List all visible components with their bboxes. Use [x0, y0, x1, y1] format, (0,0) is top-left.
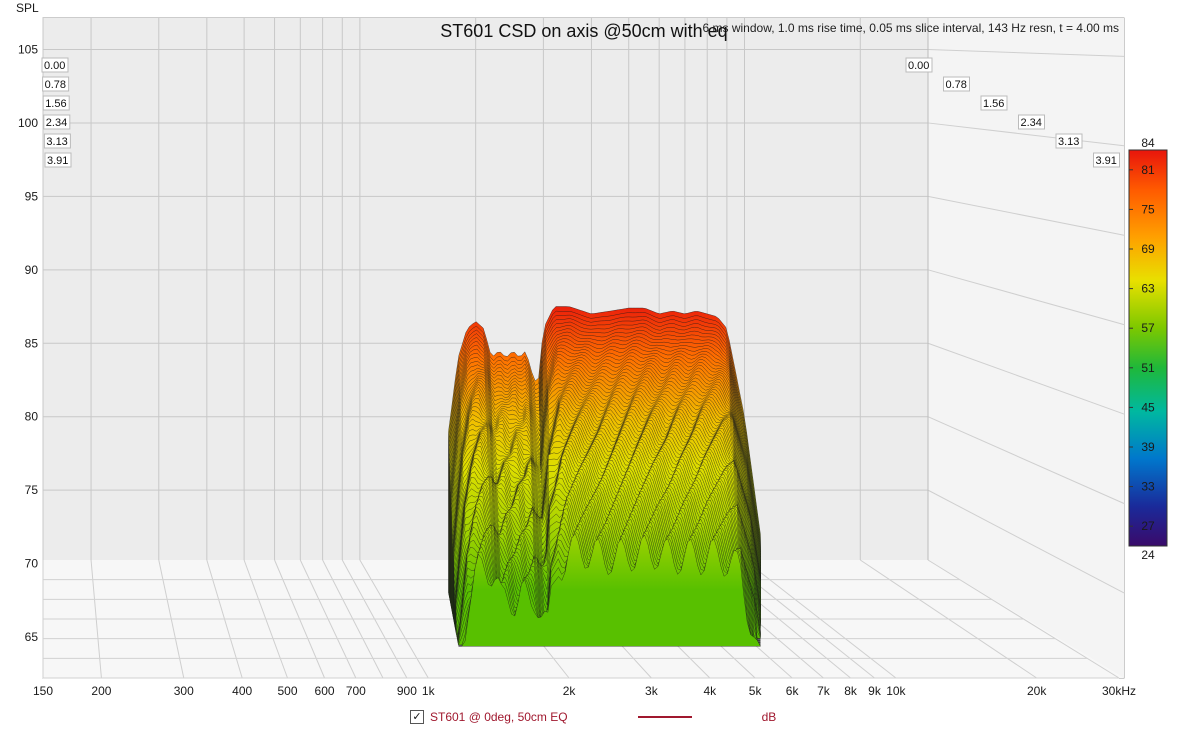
legend-unit: dB [761, 710, 777, 724]
x-tick-label: 3k [645, 684, 659, 698]
x-tick-label: 6k [786, 684, 800, 698]
legend: ✓ ST601 @ 0deg, 50cm EQ dB [410, 708, 776, 726]
y-tick-label: 100 [18, 116, 38, 130]
colorbar-tick-label: 69 [1141, 242, 1155, 256]
x-tick-label: 1k [422, 684, 436, 698]
time-label-left: 0.00 [41, 57, 69, 73]
y-tick-label: 95 [25, 189, 39, 203]
svg-text:3.91: 3.91 [47, 155, 68, 167]
time-label-left: 1.56 [42, 95, 70, 111]
time-label-right: 2.34 [1018, 114, 1045, 130]
colorbar-tick-label: 24 [1141, 548, 1155, 562]
time-label-left: 3.91 [44, 152, 72, 168]
time-label-left: 2.34 [43, 114, 71, 130]
colorbar-tick-label: 33 [1141, 480, 1155, 494]
svg-text:3.13: 3.13 [1058, 136, 1079, 148]
time-labels-right: 0.00 0.78 1.56 2.34 3.13 3.91 [905, 57, 1120, 168]
svg-text:2.34: 2.34 [1021, 117, 1042, 129]
time-label-right: 0.78 [943, 76, 970, 92]
time-label-right: 3.13 [1055, 133, 1083, 149]
y-tick-label: 85 [25, 336, 39, 350]
x-tick-label: 900 [397, 684, 417, 698]
time-label-left: 0.78 [42, 76, 70, 92]
x-tick-label: 30kHz [1102, 684, 1136, 698]
time-label-right: 0.00 [905, 57, 933, 73]
y-tick-label: 75 [25, 483, 39, 497]
chart-info: 6 ms window, 1.0 ms rise time, 0.05 ms s… [703, 21, 1120, 35]
time-label-right: 3.91 [1093, 152, 1120, 168]
x-tick-label: 8k [844, 684, 858, 698]
time-label-left: 3.13 [43, 133, 71, 149]
x-axis-ticks: 150 200 300 400 500 600 700 900 1k 2k 3k 4k 5k 6k 7k 8k… [33, 684, 1136, 698]
x-tick-label: 200 [91, 684, 111, 698]
colorbar [1128, 149, 1168, 547]
colorbar-tick-label: 75 [1141, 202, 1155, 216]
y-axis-ticks: 105 100 95 90 85 80 75 70 65 [18, 43, 38, 645]
legend-checkbox[interactable]: ✓ [410, 710, 424, 724]
colorbar-tick-label: 39 [1141, 440, 1155, 454]
x-tick-label: 5k [749, 684, 763, 698]
x-tick-label: 7k [817, 684, 831, 698]
legend-swatch [637, 716, 692, 718]
x-tick-label: 400 [232, 684, 252, 698]
svg-text:0.78: 0.78 [946, 79, 967, 91]
y-tick-label: 90 [25, 263, 39, 277]
time-labels-left: 0.00 0.78 1.56 2.34 3.13 3.91 [41, 57, 72, 168]
colorbar-tick-label: 51 [1141, 361, 1155, 375]
chart-title: ST601 CSD on axis @50cm with eq [440, 21, 727, 41]
x-tick-label: 10k [886, 684, 906, 698]
colorbar-tick-label: 81 [1141, 163, 1155, 177]
colorbar-tick-label: 84 [1141, 136, 1155, 150]
svg-text:3.91: 3.91 [1096, 155, 1117, 167]
csd-slice [458, 532, 761, 647]
x-tick-label: 20k [1027, 684, 1047, 698]
legend-label: ST601 @ 0deg, 50cm EQ [430, 710, 568, 724]
x-tick-label: 500 [277, 684, 297, 698]
y-tick-label: 70 [25, 557, 39, 571]
colorbar-tick-label: 45 [1141, 400, 1155, 414]
svg-text:3.13: 3.13 [46, 136, 67, 148]
x-tick-label: 9k [868, 684, 882, 698]
y-axis-label: SPL [16, 1, 39, 15]
colorbar-tick-label: 63 [1141, 282, 1155, 296]
y-tick-label: 65 [25, 630, 39, 644]
svg-text:1.56: 1.56 [45, 98, 66, 110]
svg-text:1.56: 1.56 [983, 98, 1004, 110]
x-tick-label: 2k [563, 684, 577, 698]
y-tick-label: 105 [18, 43, 38, 57]
side-wall [928, 18, 1124, 678]
svg-text:0.78: 0.78 [45, 79, 66, 91]
csd-waterfall-surface [448, 306, 762, 647]
time-label-right: 1.56 [980, 95, 1008, 111]
colorbar-tick-label: 57 [1141, 321, 1155, 335]
colorbar-tick-label: 27 [1141, 519, 1155, 533]
svg-text:0.00: 0.00 [44, 60, 65, 72]
y-tick-label: 80 [25, 410, 39, 424]
x-tick-label: 700 [346, 684, 366, 698]
x-tick-label: 600 [315, 684, 335, 698]
colorbar-ticks: 84 81 75 69 63 57 51 45 39 33 27 24 [1129, 136, 1155, 562]
svg-text:0.00: 0.00 [908, 60, 929, 72]
x-tick-label: 4k [703, 684, 717, 698]
svg-text:2.34: 2.34 [46, 117, 67, 129]
x-tick-label: 300 [174, 684, 194, 698]
x-tick-label: 150 [33, 684, 53, 698]
